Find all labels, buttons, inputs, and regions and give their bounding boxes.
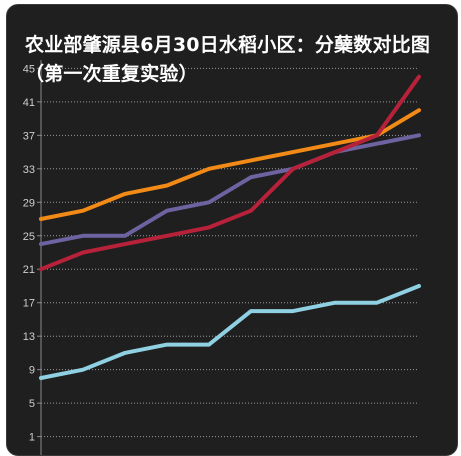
y-tick-label: 5 [29, 398, 35, 410]
chart-card: 1 5 9 13 17 21 25 29 33 37 41 45 农业部肇源县6月30日水稻小区：分蘖… [6, 4, 458, 456]
axis: 1 5 9 13 17 21 25 29 33 37 41 45 [23, 60, 42, 455]
y-tick-label: 17 [23, 298, 35, 310]
y-tick-label: 29 [23, 197, 35, 209]
gridlines [41, 67, 419, 438]
y-tick-label: 45 [23, 63, 35, 75]
series-line-2 [39, 133, 421, 247]
series-line-1 [39, 108, 421, 221]
y-tick-label: 25 [23, 231, 35, 243]
series-line-3 [39, 74, 421, 272]
chart-title: 农业部肇源县6月30日水稻小区：分蘖数对比图（第一次重复实验） [25, 34, 431, 85]
series-line-4 [39, 284, 421, 380]
y-tick-label: 1 [29, 432, 35, 444]
chart-plot: 1 5 9 13 17 21 25 29 33 37 41 45 [23, 60, 421, 455]
y-tick-label: 37 [23, 130, 35, 142]
y-tick-label: 33 [23, 164, 35, 176]
y-tick-label: 13 [23, 331, 35, 343]
y-tick-label: 9 [29, 365, 35, 377]
series-lines [39, 74, 421, 380]
y-tick-label: 21 [23, 264, 35, 276]
y-tick-label: 41 [23, 97, 35, 109]
